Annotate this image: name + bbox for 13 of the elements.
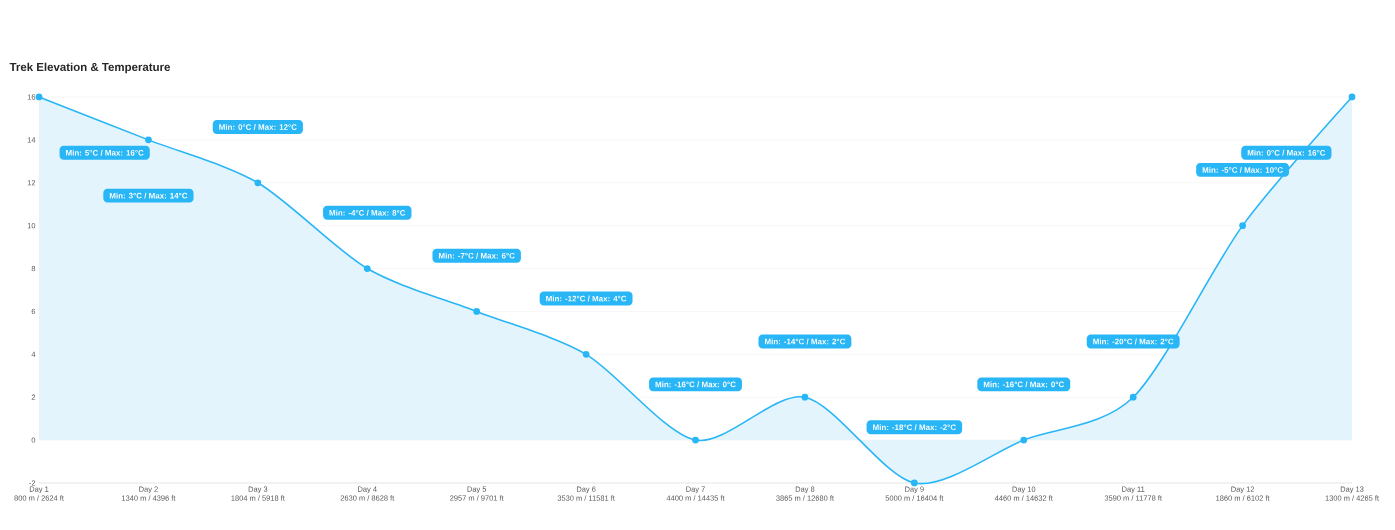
- point: [1129, 393, 1137, 401]
- chart-title: Trek Elevation & Temperature: [9, 62, 171, 74]
- point: [582, 350, 590, 358]
- point: [692, 436, 699, 444]
- point: [1239, 222, 1246, 230]
- point: [1348, 93, 1356, 101]
- point: [801, 393, 809, 401]
- point: [254, 179, 262, 187]
- point: [145, 136, 152, 144]
- point: [363, 265, 371, 272]
- point: [1020, 436, 1028, 444]
- point: [35, 93, 43, 101]
- point: [473, 308, 481, 315]
